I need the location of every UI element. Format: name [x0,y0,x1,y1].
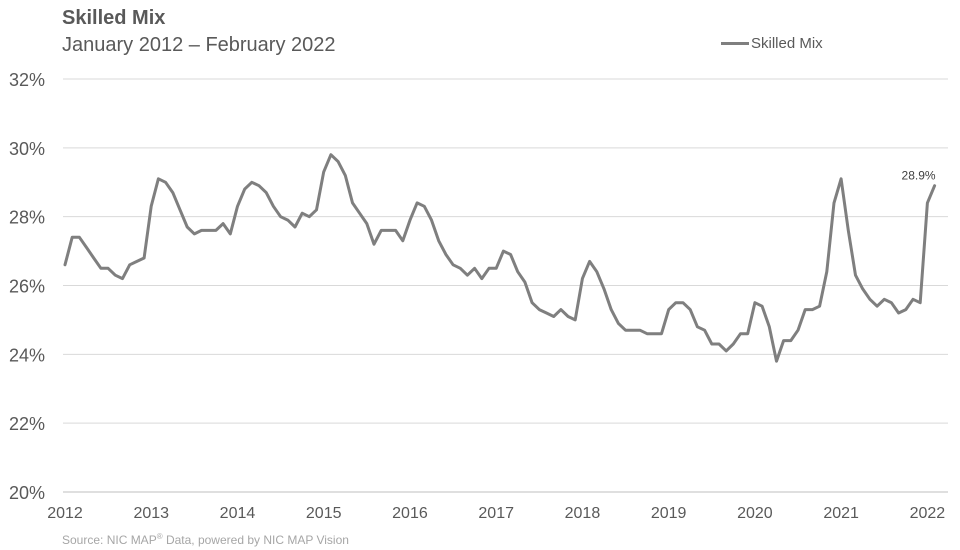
chart-title: Skilled Mix [62,7,166,29]
chart-subtitle: January 2012 – February 2022 [62,34,336,56]
x-tick-label: 2017 [478,505,514,522]
legend-line-swatch [721,42,749,45]
gridlines [63,78,948,493]
data-labels: 28.9% [902,169,936,183]
y-tick-label: 30% [9,139,45,159]
series-layer [63,153,937,363]
y-tick-label: 32% [9,70,45,90]
x-tick-label: 2022 [910,505,946,522]
x-tick-label: 2019 [651,505,687,522]
x-tick-label: 2015 [306,505,342,522]
x-tick-label: 2018 [565,505,601,522]
x-tick-label: 2013 [133,505,169,522]
y-tick-label: 26% [9,277,45,297]
end-value-label: 28.9% [902,169,936,183]
x-tick-label: 2021 [823,505,859,522]
x-tick-label: 2012 [47,505,83,522]
x-tick-label: 2020 [737,505,773,522]
source-note: Source: NIC MAP® Data, powered by NIC MA… [62,532,349,547]
y-tick-label: 20% [9,483,45,503]
legend-label: Skilled Mix [751,35,823,52]
y-tick-label: 22% [9,414,45,434]
y-axis-ticks: 20% 22% 24% 26% 28% 30% 32% [9,70,45,503]
x-tick-label: 2016 [392,505,428,522]
x-tick-label: 2014 [220,505,256,522]
series-line-skilled-mix [63,153,937,363]
y-tick-label: 28% [9,208,45,228]
chart-legend: Skilled Mix [721,35,823,52]
x-axis-ticks: 2012 2013 2014 2015 2016 2017 2018 2019 2020 2021… [47,505,945,522]
y-tick-label: 24% [9,345,45,365]
